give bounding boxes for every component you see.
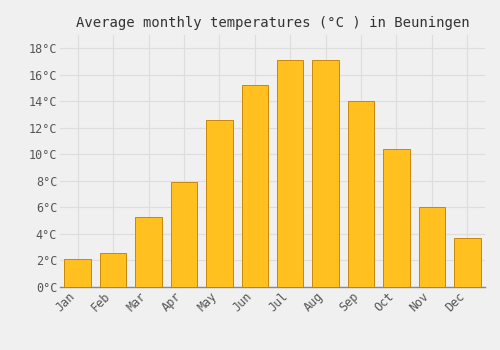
Bar (100, 252, 126, 287)
Bar (383, 149, 409, 287)
Bar (312, 60, 339, 287)
Bar (348, 101, 374, 287)
Bar (242, 85, 268, 287)
Bar (64, 259, 91, 287)
Title: Average monthly temperatures (°C ) in Beuningen: Average monthly temperatures (°C ) in Be… (76, 16, 469, 30)
Bar (454, 238, 480, 287)
Bar (206, 120, 233, 287)
Bar (170, 182, 197, 287)
Bar (136, 217, 162, 287)
Bar (418, 208, 445, 287)
Bar (277, 60, 303, 287)
